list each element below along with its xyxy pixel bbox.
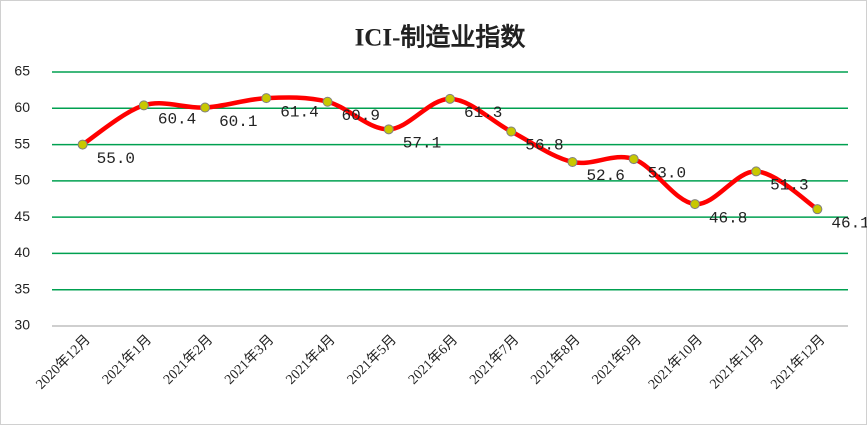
value-label: 57.1 (403, 135, 441, 153)
value-label: 52.6 (586, 167, 624, 185)
point-marker (689, 199, 700, 210)
value-label: 46.8 (709, 209, 747, 227)
point-marker (383, 124, 394, 135)
value-label: 61.3 (464, 104, 502, 122)
y-tick-label: 45 (14, 208, 30, 224)
point-marker (628, 154, 639, 165)
point-marker (138, 100, 149, 111)
value-label: 46.1 (831, 214, 867, 232)
value-label: 60.1 (219, 113, 257, 131)
point-marker (751, 166, 762, 177)
y-tick-label: 65 (14, 63, 30, 79)
y-tick-label: 55 (14, 135, 30, 151)
y-tick-label: 60 (14, 99, 30, 115)
value-label: 53.0 (648, 164, 686, 182)
value-label: 61.4 (280, 103, 318, 121)
point-marker (567, 156, 578, 167)
value-label: 60.4 (158, 111, 196, 129)
chart-title: ICI-制造业指数 (355, 24, 527, 52)
value-label: 60.9 (342, 107, 380, 125)
y-tick-label: 30 (14, 317, 30, 333)
point-marker (812, 204, 823, 215)
point-marker (445, 93, 455, 104)
value-label: 51.3 (770, 177, 808, 195)
point-marker (322, 96, 333, 107)
value-label: 56.8 (525, 137, 563, 155)
point-marker (506, 126, 517, 137)
value-label: 55.0 (97, 150, 135, 168)
y-tick-label: 50 (14, 172, 30, 188)
y-tick-label: 40 (14, 244, 30, 260)
point-marker (261, 93, 272, 104)
point-marker (77, 139, 88, 150)
point-marker (200, 102, 211, 113)
y-tick-label: 35 (14, 280, 30, 296)
